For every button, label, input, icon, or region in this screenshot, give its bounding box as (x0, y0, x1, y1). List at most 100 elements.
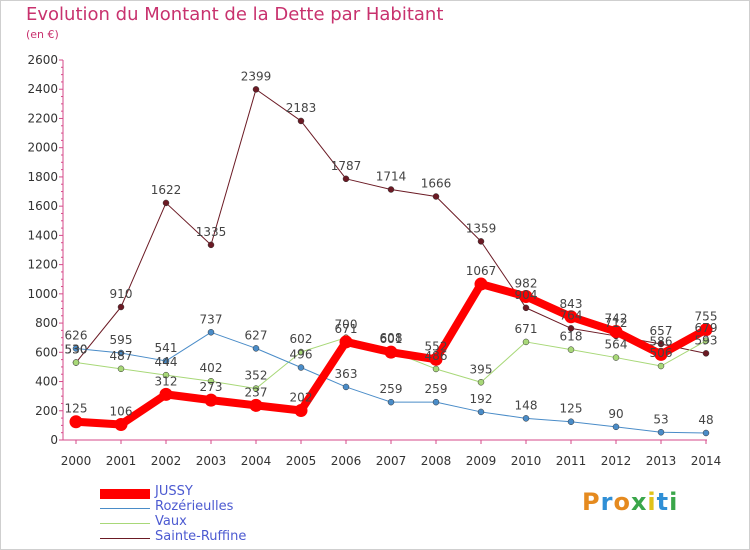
x-tick-label: 2004 (241, 454, 272, 468)
data-point (657, 340, 665, 348)
data-point (657, 429, 665, 436)
data-label: 1666 (421, 177, 452, 191)
data-label: 712 (605, 316, 628, 330)
legend-swatch (100, 538, 150, 539)
data-point (294, 403, 308, 417)
data-point (432, 365, 440, 373)
data-point (654, 347, 668, 361)
y-tick-label: 1400 (27, 228, 58, 242)
data-label: 352 (245, 369, 268, 383)
data-label: 312 (155, 374, 178, 388)
data-label: 192 (470, 392, 493, 406)
data-label: 1714 (376, 169, 407, 183)
data-point (387, 398, 395, 406)
legend-label: Rozérieulles (155, 499, 234, 514)
y-tick-label: 200 (35, 404, 58, 418)
data-label: 53 (653, 412, 668, 426)
y-tick-label: 2000 (27, 141, 58, 155)
data-label: 552 (425, 339, 448, 353)
logo-letter: x (630, 488, 648, 516)
data-point (159, 387, 173, 401)
data-point (297, 117, 305, 125)
data-point (252, 385, 260, 392)
y-tick-label: 600 (35, 345, 58, 359)
data-label: 910 (110, 287, 133, 301)
y-tick-label: 1000 (27, 287, 58, 301)
data-point (702, 429, 710, 437)
legend-label: Vaux (155, 514, 187, 529)
data-label: 541 (155, 341, 178, 355)
data-label: 602 (290, 332, 313, 346)
data-label: 530 (65, 343, 88, 357)
y-tick-label: 1600 (27, 199, 58, 213)
data-label: 1335 (196, 225, 227, 239)
x-tick-label: 2010 (511, 454, 542, 468)
x-tick-label: 2005 (286, 454, 317, 468)
data-label: 48 (698, 413, 713, 427)
data-point (522, 338, 530, 346)
data-point (474, 277, 488, 291)
data-label: 843 (560, 297, 583, 311)
data-label: 395 (470, 362, 493, 376)
data-label: 273 (200, 380, 223, 394)
data-point (162, 357, 170, 365)
data-point (72, 359, 80, 366)
data-label: 627 (245, 328, 268, 342)
data-label: 125 (65, 402, 88, 416)
data-label: 506 (650, 346, 673, 360)
x-tick-label: 2007 (376, 454, 407, 468)
data-point (657, 362, 665, 370)
data-label: 444 (155, 355, 178, 369)
data-label: 202 (290, 390, 313, 404)
data-point (384, 345, 398, 359)
data-point (567, 418, 575, 425)
data-point (519, 289, 533, 303)
data-label: 737 (200, 312, 223, 326)
data-point (477, 379, 485, 386)
data-label: 106 (110, 405, 133, 419)
data-label: 679 (695, 321, 718, 335)
y-tick-label: 1800 (27, 170, 58, 184)
data-label: 657 (650, 324, 673, 338)
data-point (342, 175, 350, 183)
data-point (702, 337, 710, 345)
data-point (249, 398, 263, 412)
data-label: 496 (290, 348, 313, 362)
data-label: 618 (560, 330, 583, 344)
data-point (612, 354, 620, 361)
data-point (207, 377, 215, 385)
data-point (429, 352, 443, 366)
chart-subtitle: (en €) (26, 28, 59, 41)
y-tick-label: 400 (35, 375, 58, 389)
data-point (117, 349, 125, 357)
data-point (162, 371, 170, 379)
x-tick-label: 2006 (331, 454, 362, 468)
logo-letter: P (582, 488, 601, 516)
legend-label: Sainte-Ruffine (155, 529, 247, 544)
data-label: 700 (335, 318, 358, 332)
x-tick-label: 2012 (601, 454, 632, 468)
data-label: 982 (515, 276, 538, 290)
data-label: 125 (560, 402, 583, 416)
data-label: 259 (425, 382, 448, 396)
data-point (72, 345, 80, 352)
data-label: 671 (335, 322, 358, 336)
data-point (252, 345, 260, 352)
data-label: 595 (110, 333, 133, 347)
data-point (117, 303, 125, 311)
data-point (702, 350, 710, 357)
data-label: 402 (200, 361, 223, 375)
data-point (252, 86, 260, 93)
data-point (522, 304, 530, 312)
data-label: 487 (110, 349, 133, 363)
data-point (609, 325, 623, 339)
data-point (117, 365, 125, 373)
data-label: 237 (245, 385, 268, 399)
data-label: 148 (515, 398, 538, 412)
data-label: 593 (695, 333, 718, 347)
proxiti-logo: Proxiti (582, 488, 678, 516)
x-tick-label: 2000 (61, 454, 92, 468)
legend-swatch (100, 523, 150, 524)
data-label: 259 (380, 382, 403, 396)
